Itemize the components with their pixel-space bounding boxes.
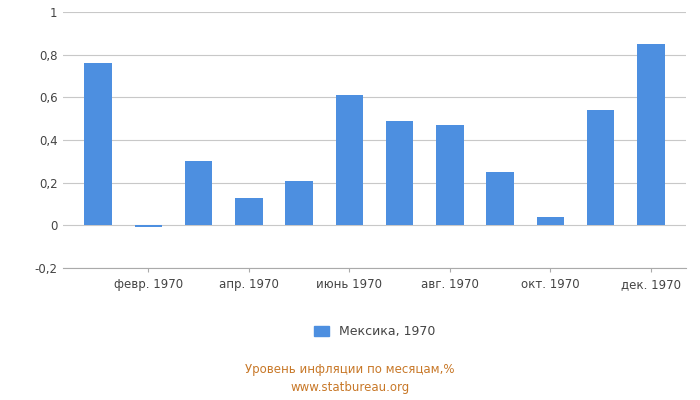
Bar xyxy=(436,125,463,225)
Text: www.statbureau.org: www.statbureau.org xyxy=(290,382,410,394)
Text: Уровень инфляции по месяцам,%: Уровень инфляции по месяцам,% xyxy=(245,364,455,376)
Bar xyxy=(536,217,564,225)
Bar xyxy=(637,44,664,225)
Bar xyxy=(335,95,363,225)
Bar xyxy=(587,110,615,225)
Bar xyxy=(134,225,162,228)
Bar xyxy=(235,198,262,225)
Bar xyxy=(85,63,112,225)
Bar xyxy=(286,180,313,225)
Bar xyxy=(486,172,514,225)
Legend: Мексика, 1970: Мексика, 1970 xyxy=(314,326,435,338)
Bar xyxy=(185,161,213,225)
Bar xyxy=(386,121,414,225)
